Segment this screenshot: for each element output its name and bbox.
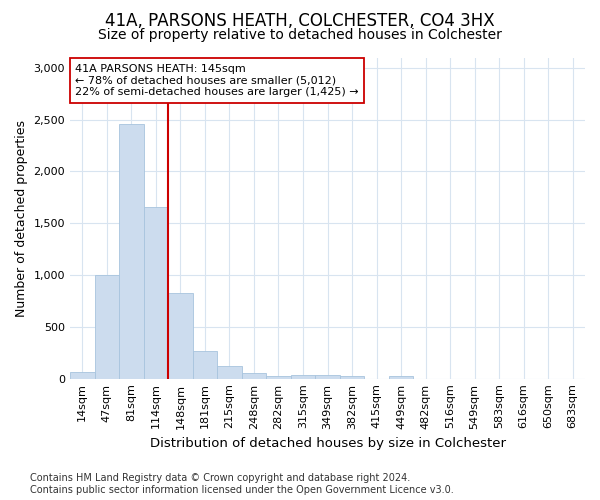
Bar [266, 376, 291, 378]
Bar [70, 372, 95, 378]
Bar [389, 376, 413, 378]
Bar [168, 293, 193, 378]
Bar [242, 373, 266, 378]
X-axis label: Distribution of detached houses by size in Colchester: Distribution of detached houses by size … [149, 437, 506, 450]
Bar [119, 124, 143, 378]
Text: 41A PARSONS HEATH: 145sqm
← 78% of detached houses are smaller (5,012)
22% of se: 41A PARSONS HEATH: 145sqm ← 78% of detac… [75, 64, 359, 97]
Bar [143, 206, 168, 378]
Bar [315, 375, 340, 378]
Bar [217, 366, 242, 378]
Text: Contains HM Land Registry data © Crown copyright and database right 2024.
Contai: Contains HM Land Registry data © Crown c… [30, 474, 454, 495]
Text: 41A, PARSONS HEATH, COLCHESTER, CO4 3HX: 41A, PARSONS HEATH, COLCHESTER, CO4 3HX [105, 12, 495, 30]
Y-axis label: Number of detached properties: Number of detached properties [15, 120, 28, 316]
Bar [95, 275, 119, 378]
Bar [193, 350, 217, 378]
Bar [340, 376, 364, 378]
Bar [291, 375, 315, 378]
Text: Size of property relative to detached houses in Colchester: Size of property relative to detached ho… [98, 28, 502, 42]
